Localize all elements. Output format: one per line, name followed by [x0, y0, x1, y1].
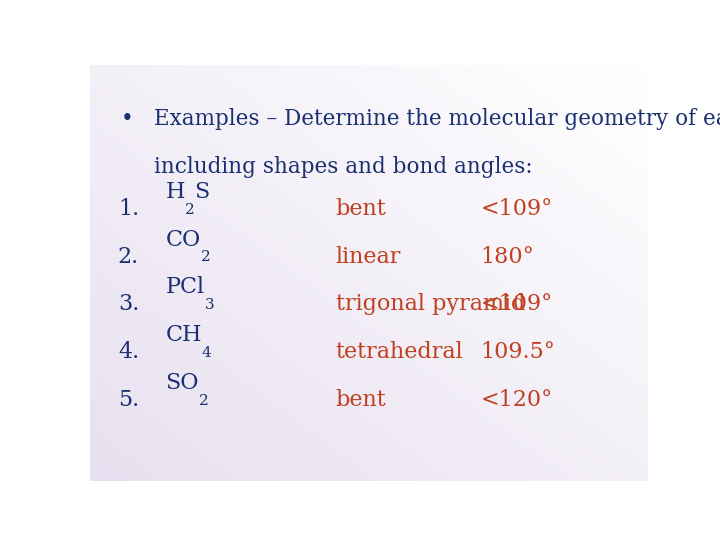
Text: 4.: 4.: [118, 341, 139, 363]
Text: bent: bent: [336, 389, 386, 411]
Text: 180°: 180°: [481, 246, 534, 268]
Text: <109°: <109°: [481, 198, 553, 220]
Text: linear: linear: [336, 246, 401, 268]
Text: tetrahedral: tetrahedral: [336, 341, 463, 363]
Text: •: •: [121, 109, 133, 131]
Text: 2.: 2.: [118, 246, 139, 268]
Text: <109°: <109°: [481, 293, 553, 315]
Text: CH: CH: [166, 325, 202, 346]
Text: trigonal pyramid: trigonal pyramid: [336, 293, 525, 315]
Text: 5.: 5.: [118, 389, 139, 411]
Text: 3: 3: [204, 298, 214, 312]
Text: <120°: <120°: [481, 389, 553, 411]
Text: PCl: PCl: [166, 276, 204, 299]
Text: 1.: 1.: [118, 198, 139, 220]
Text: 4: 4: [202, 346, 212, 360]
Text: 2: 2: [201, 251, 210, 265]
Text: 3.: 3.: [118, 293, 139, 315]
Text: Examples – Determine the molecular geometry of each,: Examples – Determine the molecular geome…: [154, 109, 720, 131]
Text: 2: 2: [185, 202, 194, 217]
Text: H: H: [166, 181, 185, 203]
Text: CO: CO: [166, 228, 201, 251]
Text: S: S: [194, 181, 210, 203]
Text: SO: SO: [166, 372, 199, 394]
Text: bent: bent: [336, 198, 386, 220]
Text: 109.5°: 109.5°: [481, 341, 555, 363]
Text: 2: 2: [199, 394, 209, 408]
Text: including shapes and bond angles:: including shapes and bond angles:: [154, 156, 533, 178]
